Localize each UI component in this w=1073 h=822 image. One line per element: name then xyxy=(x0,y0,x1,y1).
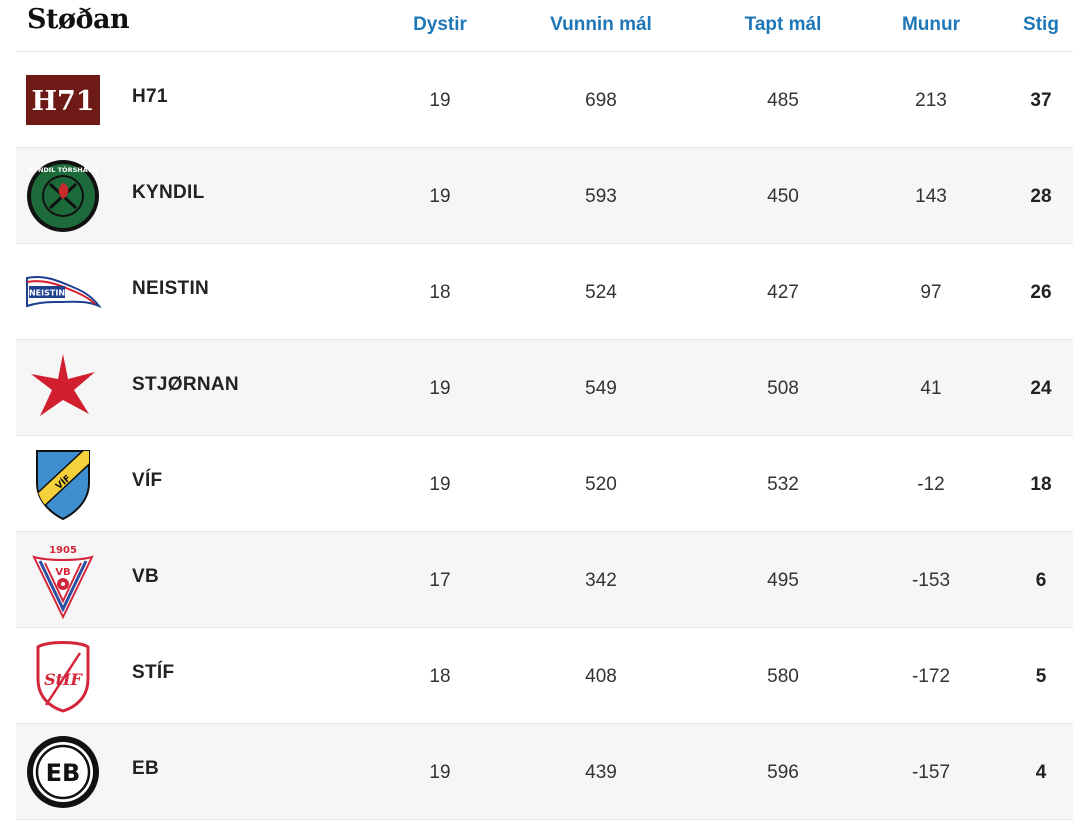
played-cell: 19 xyxy=(429,474,451,495)
played-cell: 19 xyxy=(429,186,451,207)
goals-for-cell: 524 xyxy=(585,282,617,303)
goals-against-cell: 427 xyxy=(767,282,799,303)
difference-cell: 97 xyxy=(920,282,942,303)
vif-logo-icon: VÍF xyxy=(25,446,101,522)
kyndil-logo-text: KYNDIL TÓRSHAVN xyxy=(28,165,98,174)
points-cell: 26 xyxy=(1030,282,1052,303)
difference-cell: 213 xyxy=(915,90,947,111)
goals-against-cell: 495 xyxy=(767,570,799,591)
goals-for-cell: 698 xyxy=(585,90,617,111)
eb-logo-icon: EB xyxy=(25,734,101,810)
goals-against-cell: 485 xyxy=(767,90,799,111)
goals-for-cell: 593 xyxy=(585,186,617,207)
eb-logo-text: EB xyxy=(46,759,81,787)
table-row[interactable]: STJØRNAN 19 549 508 41 24 xyxy=(16,340,1073,436)
h71-logo-icon: H71 xyxy=(25,62,101,138)
goals-against-cell: 450 xyxy=(767,186,799,207)
goals-against-cell: 532 xyxy=(767,474,799,495)
table-row[interactable]: StÍF STÍF 18 408 580 -172 5 xyxy=(16,628,1073,724)
difference-cell: -172 xyxy=(911,666,951,687)
goals-against-cell: 508 xyxy=(767,378,799,399)
team-name[interactable]: NEISTIN xyxy=(132,278,210,299)
column-header-goals-for[interactable]: Vunnin mál xyxy=(550,14,652,35)
goals-for-cell: 549 xyxy=(585,378,617,399)
table-row[interactable]: EB EB 19 439 596 -157 4 xyxy=(16,724,1073,820)
difference-cell: -153 xyxy=(911,570,951,591)
column-header-goals-against[interactable]: Tapt mál xyxy=(744,14,822,35)
difference-cell: -157 xyxy=(911,762,951,783)
team-name[interactable]: VÍF xyxy=(132,470,163,491)
points-cell: 6 xyxy=(1035,570,1047,591)
goals-for-cell: 408 xyxy=(585,666,617,687)
goals-for-cell: 439 xyxy=(585,762,617,783)
team-name[interactable]: VB xyxy=(132,566,159,587)
difference-cell: -12 xyxy=(917,474,945,495)
table-row[interactable]: VÍF VÍF 19 520 532 -12 18 xyxy=(16,436,1073,532)
played-cell: 19 xyxy=(429,90,451,111)
points-cell: 4 xyxy=(1035,762,1047,783)
column-header-points[interactable]: Stig xyxy=(1023,14,1059,35)
team-name[interactable]: STJØRNAN xyxy=(132,374,239,395)
table-title: Støðan xyxy=(27,4,130,35)
difference-cell: 143 xyxy=(915,186,947,207)
points-cell: 28 xyxy=(1030,186,1052,207)
column-header-difference[interactable]: Munur xyxy=(901,14,961,35)
difference-cell: 41 xyxy=(920,378,942,399)
table-header: Støðan Dystir Vunnin mál Tapt mál Munur … xyxy=(16,0,1073,52)
goals-for-cell: 520 xyxy=(585,474,617,495)
team-name[interactable]: KYNDIL xyxy=(132,182,205,203)
played-cell: 18 xyxy=(429,666,451,687)
table-row[interactable]: H71 H71 19 698 485 213 37 xyxy=(16,52,1073,148)
stjornan-logo-icon xyxy=(25,350,101,426)
stif-logo-text: StÍF xyxy=(44,669,83,689)
kyndil-logo-icon: KYNDIL TÓRSHAVN xyxy=(25,158,101,234)
table-row[interactable]: NEISTIN NEISTIN 18 524 427 97 26 xyxy=(16,244,1073,340)
points-cell: 24 xyxy=(1030,378,1052,399)
points-cell: 37 xyxy=(1030,90,1052,111)
points-cell: 18 xyxy=(1030,474,1052,495)
table-row[interactable]: KYNDIL TÓRSHAVN KYNDIL 19 593 450 143 28 xyxy=(16,148,1073,244)
points-cell: 5 xyxy=(1035,666,1047,687)
goals-for-cell: 342 xyxy=(585,570,617,591)
played-cell: 19 xyxy=(429,762,451,783)
standings-table: Støðan Dystir Vunnin mál Tapt mál Munur … xyxy=(16,0,1073,820)
played-cell: 17 xyxy=(429,570,451,591)
vb-logo-icon: 1905 VB xyxy=(25,542,101,619)
goals-against-cell: 596 xyxy=(767,762,799,783)
team-name[interactable]: EB xyxy=(132,758,159,779)
stif-logo-icon: StÍF xyxy=(25,638,101,714)
neistin-logo-text: NEISTIN xyxy=(29,289,65,298)
vb-logo-text: VB xyxy=(55,567,70,578)
vb-logo-year: 1905 xyxy=(49,545,77,556)
team-name[interactable]: H71 xyxy=(132,86,168,107)
played-cell: 19 xyxy=(429,378,451,399)
h71-logo-text: H71 xyxy=(31,86,94,117)
column-header-played[interactable]: Dystir xyxy=(413,14,467,35)
table-row[interactable]: 1905 VB VB 17 342 495 -153 6 xyxy=(16,532,1073,628)
goals-against-cell: 580 xyxy=(767,666,799,687)
neistin-logo-icon: NEISTIN xyxy=(25,254,101,330)
played-cell: 18 xyxy=(429,282,451,303)
team-name[interactable]: STÍF xyxy=(132,662,175,683)
